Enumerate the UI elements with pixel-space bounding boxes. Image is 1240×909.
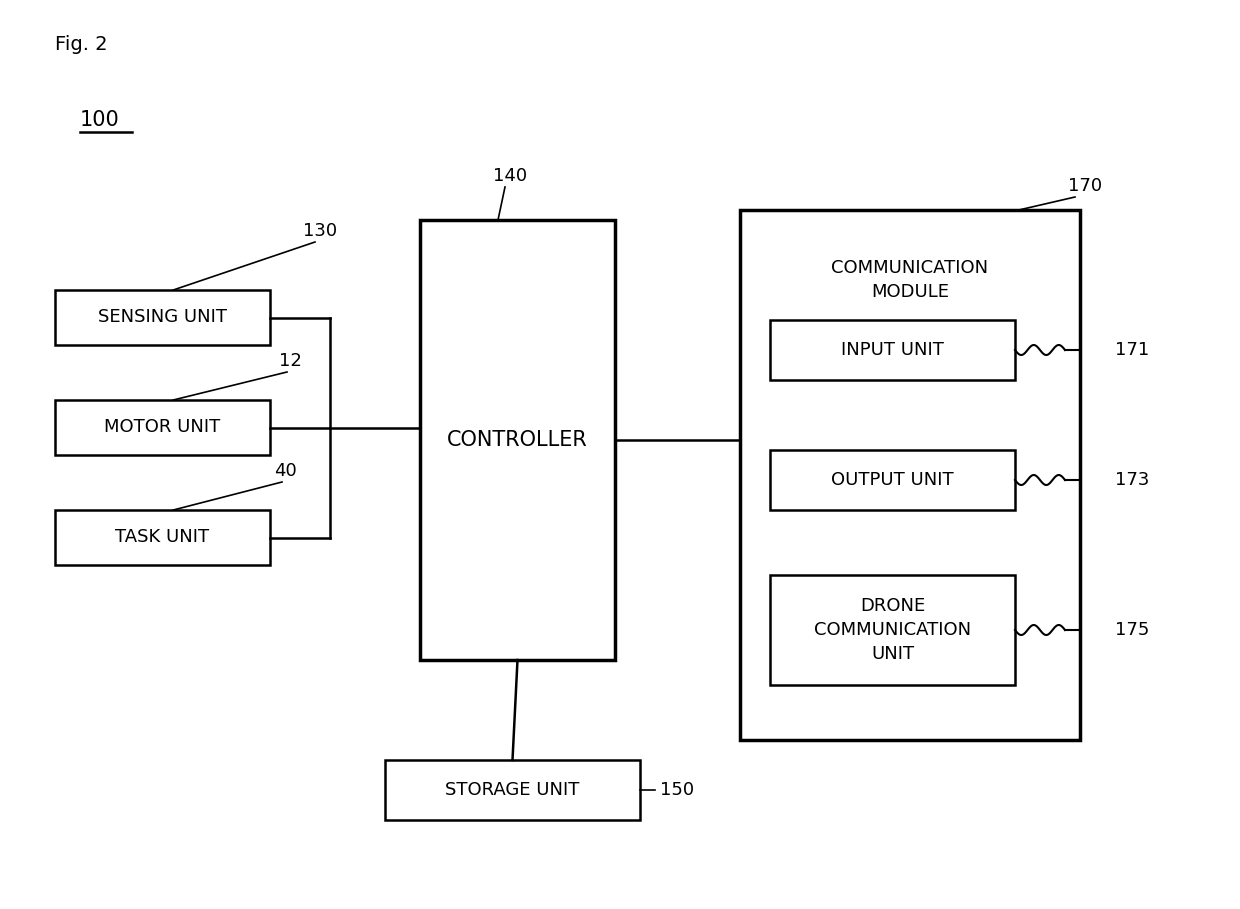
- Text: Fig. 2: Fig. 2: [55, 35, 108, 54]
- Bar: [384, 760, 640, 820]
- Text: SENSING UNIT: SENSING UNIT: [98, 308, 227, 326]
- Bar: [55, 290, 270, 345]
- Text: STORAGE UNIT: STORAGE UNIT: [445, 781, 579, 799]
- Bar: [770, 575, 1016, 685]
- Text: 175: 175: [1115, 621, 1149, 639]
- Text: 173: 173: [1115, 471, 1149, 489]
- Text: 140: 140: [494, 167, 527, 185]
- Text: 100: 100: [81, 110, 120, 130]
- Bar: [740, 210, 1080, 740]
- Text: 150: 150: [660, 781, 694, 799]
- Text: 130: 130: [303, 222, 337, 240]
- Text: 12: 12: [279, 352, 301, 370]
- Text: MOTOR UNIT: MOTOR UNIT: [104, 418, 221, 436]
- Text: 170: 170: [1068, 177, 1102, 195]
- Bar: [770, 320, 1016, 380]
- Text: 40: 40: [274, 462, 296, 480]
- Text: INPUT UNIT: INPUT UNIT: [841, 341, 944, 359]
- Text: 171: 171: [1115, 341, 1149, 359]
- Bar: [55, 510, 270, 565]
- Text: TASK UNIT: TASK UNIT: [115, 528, 210, 546]
- Bar: [770, 450, 1016, 510]
- Text: COMMUNICATION
MODULE: COMMUNICATION MODULE: [832, 259, 988, 301]
- Bar: [420, 220, 615, 660]
- Text: DRONE
COMMUNICATION
UNIT: DRONE COMMUNICATION UNIT: [813, 597, 971, 663]
- Bar: [55, 400, 270, 455]
- Text: OUTPUT UNIT: OUTPUT UNIT: [831, 471, 954, 489]
- Text: CONTROLLER: CONTROLLER: [448, 430, 588, 450]
